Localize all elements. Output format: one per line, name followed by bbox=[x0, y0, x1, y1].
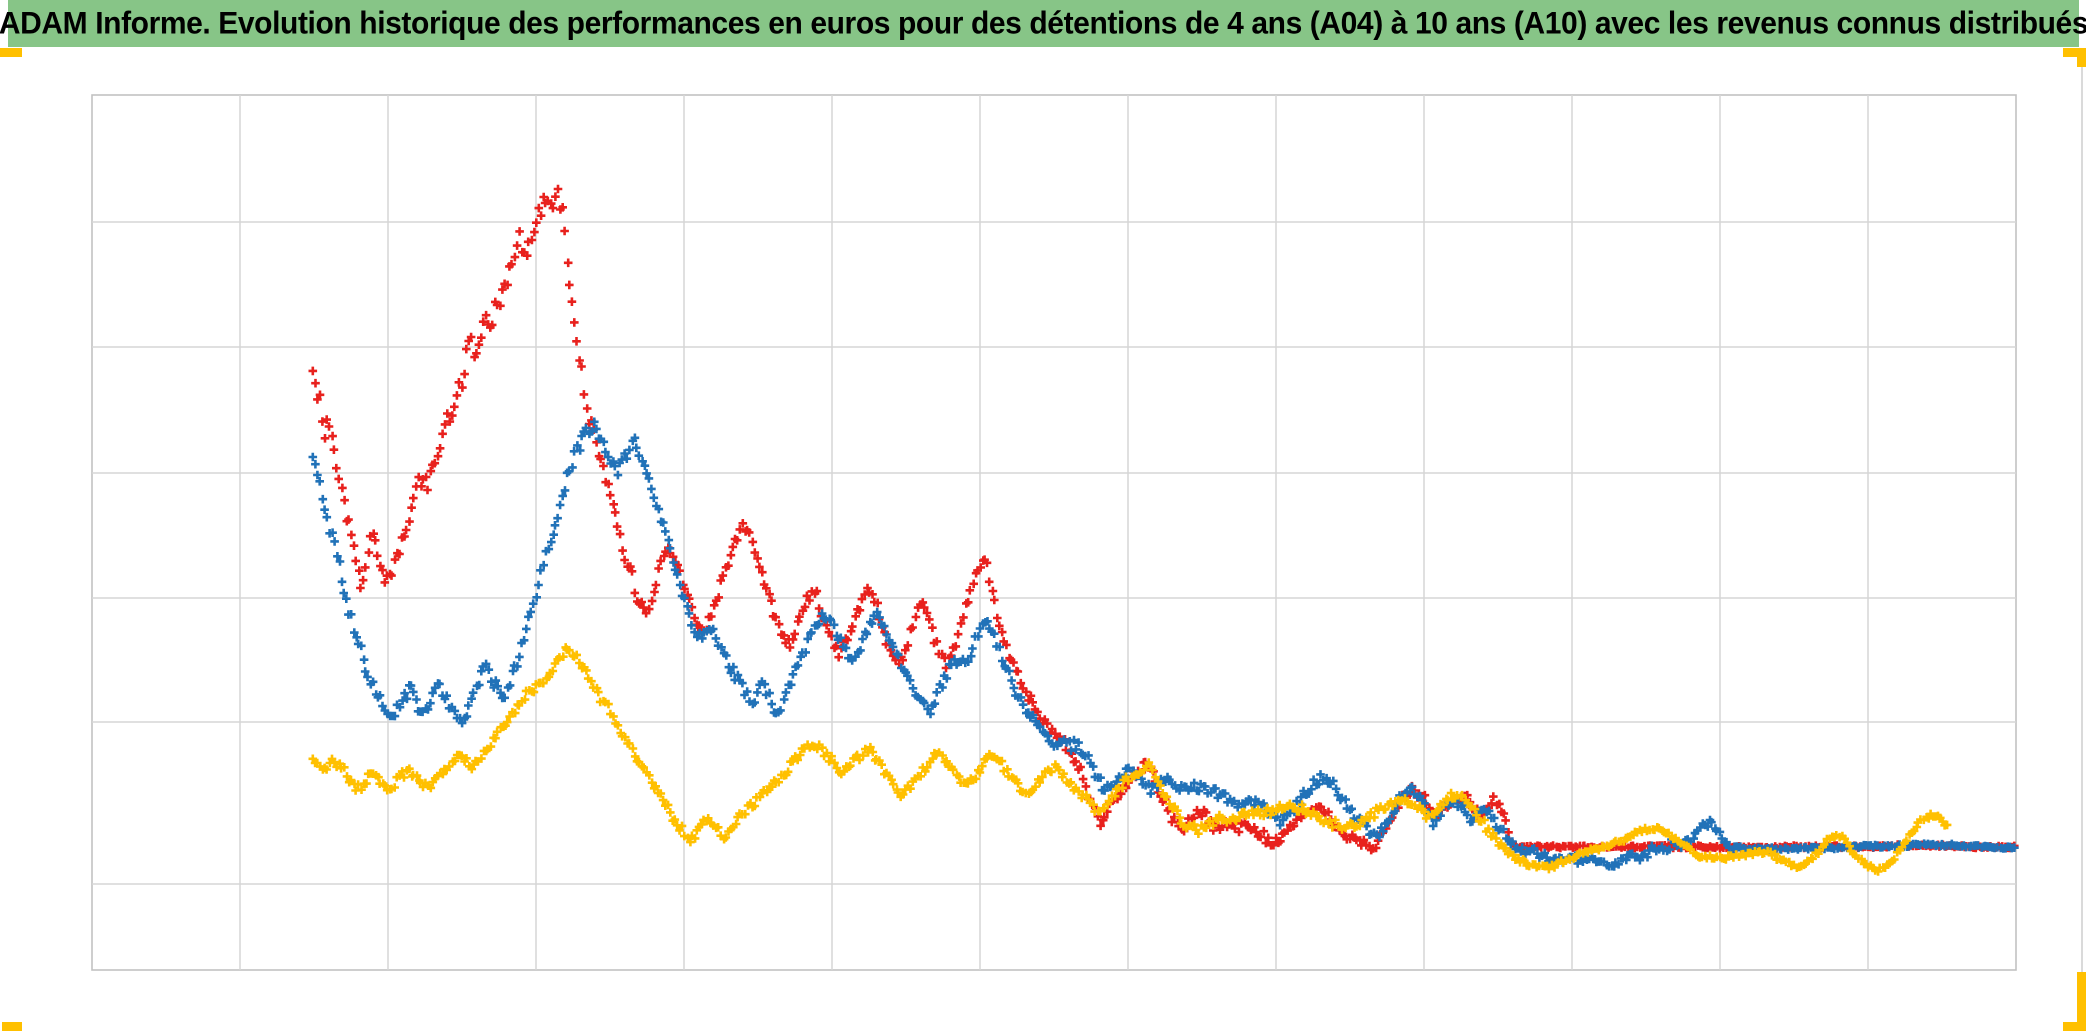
scatter-chart-svg bbox=[91, 94, 2019, 971]
gridlines bbox=[92, 95, 2016, 970]
top-left-corner-mark bbox=[0, 48, 22, 57]
series-yellow-points bbox=[308, 643, 1952, 876]
series-blue-points bbox=[308, 417, 2019, 871]
chart[interactable] bbox=[0, 48, 2086, 1031]
bottom-right-corner-mark-h bbox=[2063, 1022, 2086, 1031]
bottom-right-corner-mark-v bbox=[2077, 972, 2086, 1022]
page-title: ADAM Informe. Evolution historique des p… bbox=[0, 5, 2086, 41]
bottom-left-corner-mark bbox=[2, 1022, 22, 1031]
right-edge-line bbox=[2081, 48, 2083, 1031]
title-bar: ADAM Informe. Evolution historique des p… bbox=[0, 0, 2086, 47]
top-right-corner-mark-h bbox=[2063, 48, 2086, 57]
plot-area bbox=[91, 94, 2017, 971]
top-right-corner-mark-v bbox=[2077, 48, 2086, 67]
